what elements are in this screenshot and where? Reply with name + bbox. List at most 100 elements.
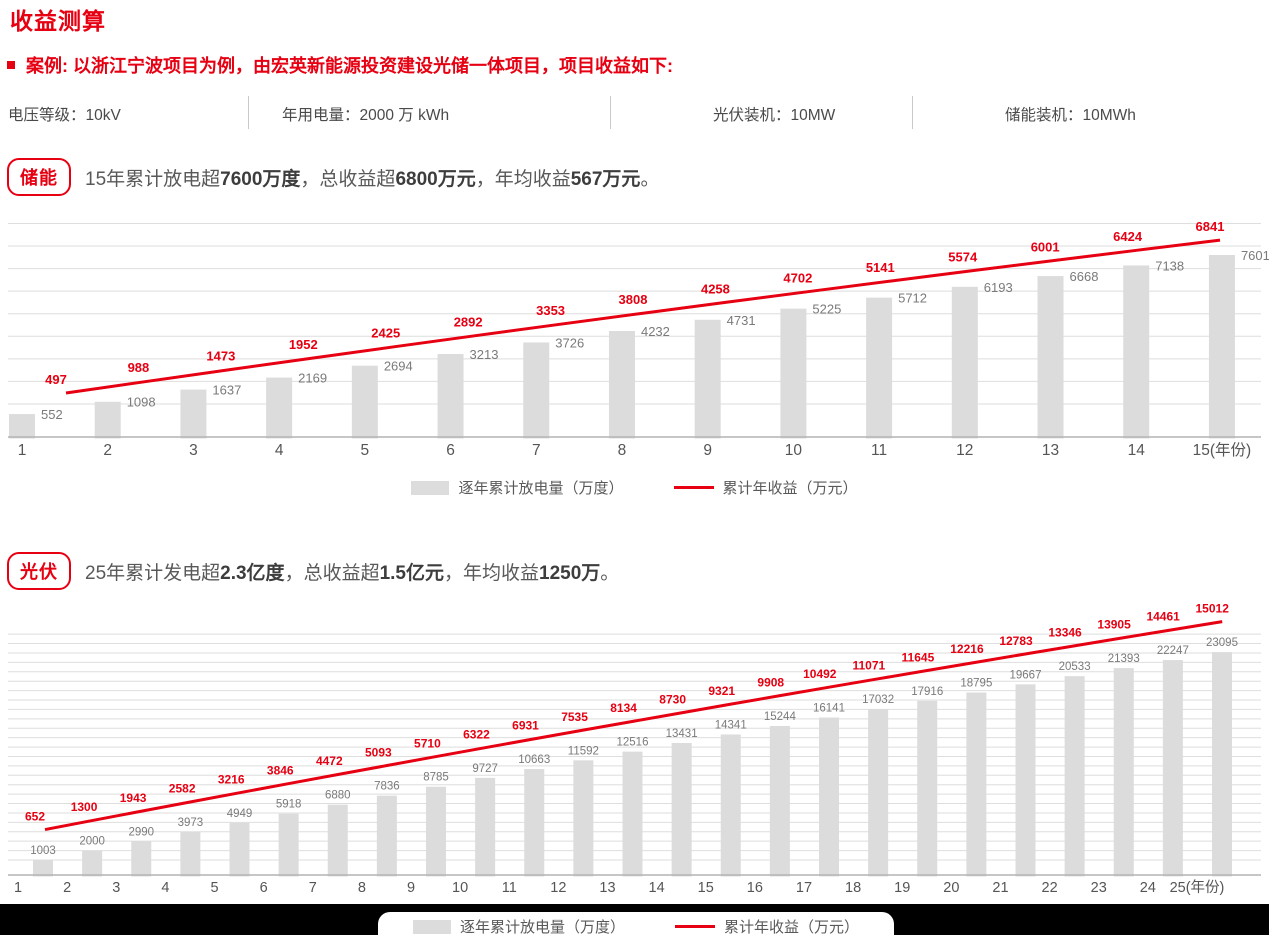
- bar-value-label: 2990: [128, 826, 154, 838]
- info-divider: [912, 96, 913, 129]
- x-tick-label: 19: [894, 880, 910, 896]
- bar: [1037, 276, 1064, 439]
- bullet-square-icon: [7, 61, 15, 69]
- bar-value-label: 3726: [555, 335, 584, 350]
- bar-value-label: 6880: [325, 790, 351, 802]
- line-series: [65, 238, 1221, 395]
- line-value-label: 8730: [659, 693, 686, 707]
- pv-summary: 25年累计发电超2.3亿度，总收益超1.5亿元，年均收益1250万。: [85, 562, 620, 584]
- line-value-label: 13346: [1048, 626, 1082, 640]
- x-tick-label: 11: [871, 442, 887, 459]
- bar: [671, 743, 692, 877]
- legend-bar-label: 逐年累计放电量（万度）: [458, 480, 624, 497]
- x-tick-label: 24: [1140, 880, 1156, 896]
- bar-value-label: 1637: [212, 383, 241, 398]
- x-tick-label: 9: [407, 880, 415, 896]
- x-tick-label: 11: [502, 880, 517, 896]
- legend-item-bars: 逐年累计放电量（万度）: [412, 916, 625, 935]
- bar-value-label: 3973: [178, 817, 204, 829]
- legend-bar-label: 逐年累计放电量（万度）: [459, 919, 625, 935]
- bar: [524, 769, 545, 877]
- x-tick-label: 13: [599, 880, 615, 896]
- storage-section-header: 储能 15年累计放电超7600万度，总收益超6800万元，年均收益567万元。: [7, 158, 659, 196]
- x-tick-label: 6: [260, 880, 268, 896]
- bar: [33, 859, 53, 877]
- x-tick-label: 8: [358, 880, 366, 896]
- bar-value-label: 16141: [813, 703, 845, 715]
- line-value-labels: 652 1300 1943 2582 3216 3846 4472 5093 5710 6322 6…: [25, 602, 1229, 824]
- line-value-label: 12783: [999, 634, 1033, 648]
- bar: [278, 813, 299, 877]
- bar: [1162, 660, 1183, 877]
- x-tick-label: 15: [698, 880, 714, 896]
- bar-value-label: 14341: [715, 719, 747, 731]
- bar: [475, 777, 496, 877]
- case-text: 案例: 以浙江宁波项目为例，由宏英新能源投资建设光储一体项目，项目收益如下:: [26, 56, 673, 76]
- line-swatch-icon: [675, 925, 715, 928]
- line-value-label: 5574: [948, 250, 978, 265]
- bars: [9, 255, 1235, 439]
- x-tick-label: 12: [956, 442, 973, 459]
- storage-chart-legend: 逐年累计放电量（万度） 累计年收益（万元）: [0, 477, 1269, 498]
- line-value-label: 6322: [463, 727, 490, 741]
- bar-value-label: 15244: [764, 711, 797, 723]
- x-tick-label: 3: [112, 880, 120, 896]
- bar-value-label: 20533: [1059, 661, 1091, 673]
- bar-value-label: 6668: [1070, 269, 1099, 284]
- x-tick-label: 22: [1042, 880, 1058, 896]
- x-tick-label: 25(年份): [1170, 879, 1225, 896]
- line-value-label: 8134: [610, 701, 637, 715]
- bar-value-label: 8785: [423, 772, 449, 784]
- info-divider: [610, 96, 611, 129]
- bar-value-label: 2694: [384, 359, 413, 374]
- bar: [917, 700, 938, 877]
- storage-summary: 15年累计放电超7600万度，总收益超6800万元，年均收益567万元。: [85, 168, 660, 190]
- bar-value-label: 4731: [727, 313, 756, 328]
- bar: [769, 725, 790, 877]
- line-value-label: 13905: [1097, 618, 1131, 632]
- x-tick-labels: 1 2 3 4 5 6 7 8 9 10 11 12 13 14 15(年份): [18, 441, 1252, 459]
- bar-value-labels: 1003 2000 2990 3973 4949 5918 6880 7836 8785 9727…: [30, 637, 1238, 857]
- x-tick-label: 5: [210, 880, 218, 896]
- bar-value-label: 23095: [1206, 637, 1238, 649]
- bar-value-label: 3213: [470, 347, 499, 362]
- x-tick-label: 3: [189, 442, 198, 459]
- x-tick-label: 13: [1042, 442, 1059, 459]
- bar: [608, 331, 635, 439]
- bar-value-label: 17916: [911, 686, 943, 698]
- bar-value-label: 18795: [960, 678, 992, 690]
- legend-line-label: 累计年收益（万元）: [724, 919, 860, 935]
- info-storage-capacity: 储能装机：10MWh: [1005, 107, 1136, 124]
- pv-chart-legend: 逐年累计放电量（万度） 累计年收益（万元）: [378, 916, 894, 935]
- bar: [1208, 255, 1235, 439]
- bar: [266, 377, 293, 439]
- bar-value-label: 4949: [227, 808, 253, 820]
- line-value-label: 4472: [316, 754, 343, 768]
- line-value-label: 3808: [619, 292, 648, 307]
- bar: [1123, 265, 1150, 439]
- line-value-label: 1300: [71, 800, 98, 814]
- bar: [1064, 676, 1085, 877]
- bar-value-label: 7836: [374, 781, 400, 793]
- line-value-label: 11071: [852, 659, 885, 673]
- bar-value-label: 5225: [812, 302, 841, 317]
- x-tick-label: 14: [1128, 442, 1146, 459]
- line-value-label: 988: [128, 360, 150, 375]
- bar-value-label: 10663: [518, 754, 550, 766]
- legend-item-bars: 逐年累计放电量（万度）: [411, 477, 624, 498]
- bar-value-labels: 552 1098 1637 2169 2694 3213 3726 4232 4731 5225 5…: [41, 248, 1269, 422]
- bar: [966, 692, 987, 877]
- x-tick-label: 23: [1091, 880, 1107, 896]
- info-pv-capacity: 光伏装机：10MW: [713, 107, 836, 124]
- x-tick-label: 14: [649, 880, 665, 896]
- bar: [9, 414, 35, 439]
- x-tick-label: 7: [309, 880, 317, 896]
- line-value-label: 9321: [708, 684, 735, 698]
- bar-swatch-icon: [412, 919, 451, 934]
- bar-value-label: 7138: [1155, 258, 1184, 273]
- x-tick-label: 2: [103, 442, 112, 459]
- x-tick-label: 8: [618, 442, 627, 459]
- x-tick-label: 4: [161, 880, 169, 896]
- info-voltage-level: 电压等级：10kV: [8, 107, 121, 124]
- storage-chart: 5521098163721692694321337264232473152255…: [8, 219, 1269, 459]
